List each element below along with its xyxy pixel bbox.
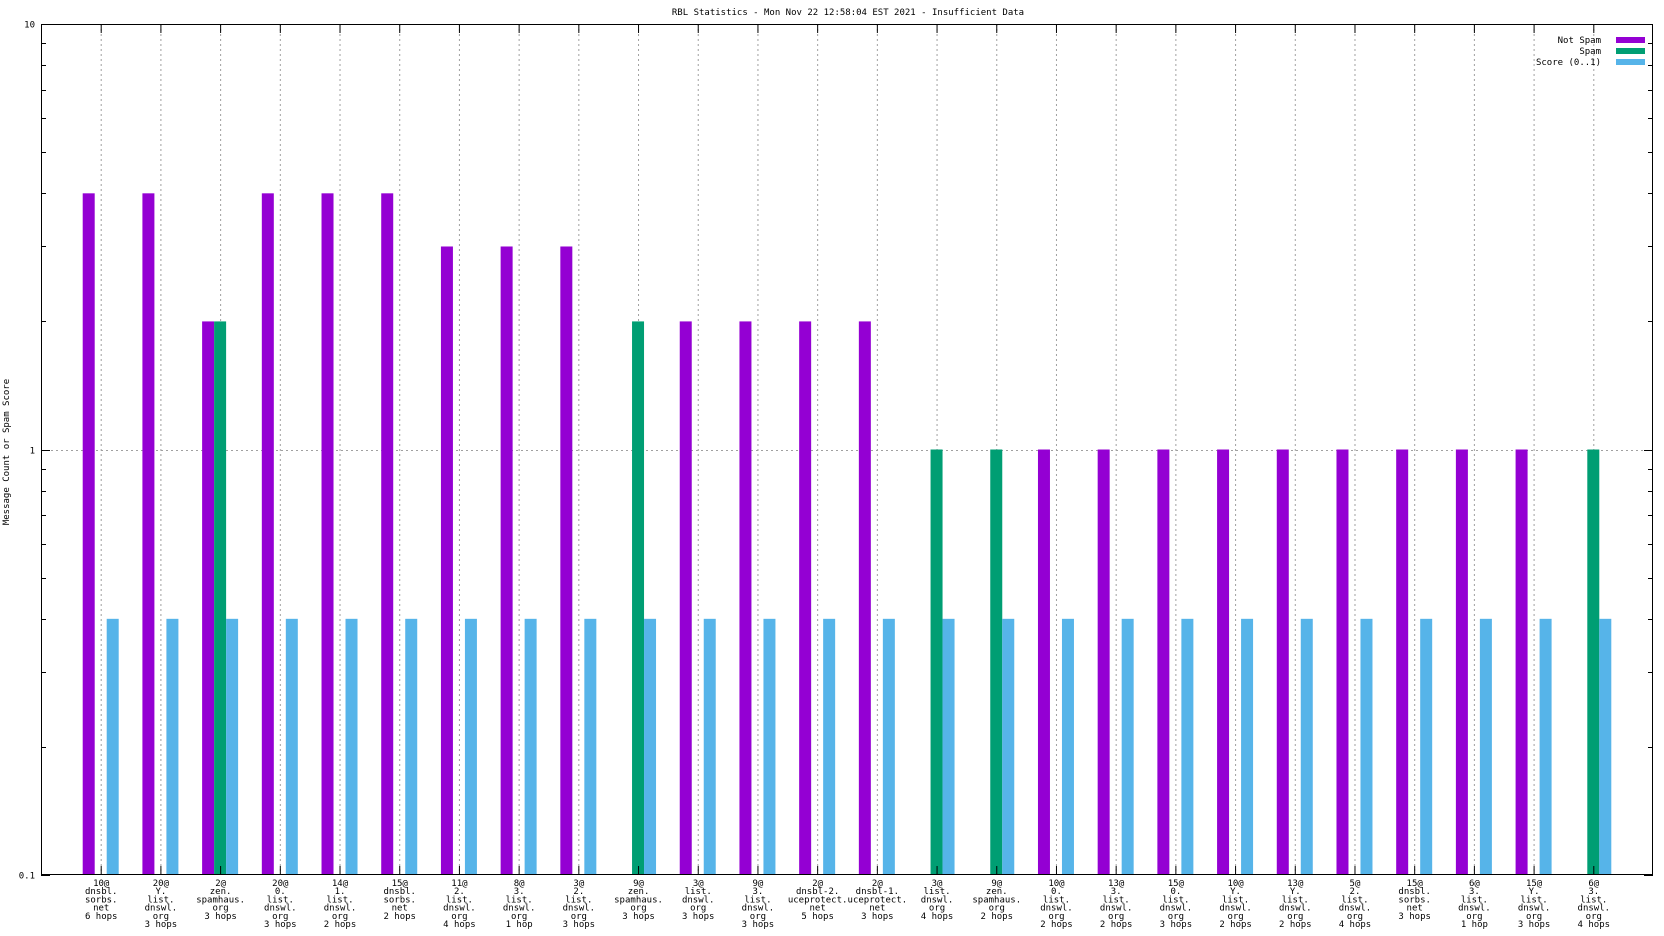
x-tick-label: 2@ dnsbl-1. uceprotect. net 3 hops <box>848 879 908 922</box>
bar-score-0-1 <box>584 618 597 875</box>
plot-frame <box>41 24 1653 875</box>
bar-not-spam <box>82 193 95 875</box>
bar-not-spam <box>560 246 573 875</box>
bar-spam <box>930 449 943 875</box>
x-tick-label: 2@ dnsbl-2. uceprotect. net 5 hops <box>788 879 848 922</box>
x-tick-label: 9@ 3. list. dnswl. org 3 hops <box>742 879 775 930</box>
x-tick-label: 10@ 0. list. dnswl. org 2 hops <box>1040 879 1073 930</box>
bar-score-0-1 <box>1479 618 1492 875</box>
bar-score-0-1 <box>882 618 895 875</box>
bar-score-0-1 <box>285 618 298 875</box>
bar-score-0-1 <box>1539 618 1552 875</box>
axes: 0.1 1 10 <box>19 21 1653 882</box>
bar-score-0-1 <box>1121 618 1134 875</box>
bar-not-spam <box>858 321 871 875</box>
bar-score-0-1 <box>823 618 836 875</box>
legend-label: Not Spam <box>1558 36 1601 46</box>
bar-score-0-1 <box>106 618 119 875</box>
y-tick-label: 1 <box>30 447 35 457</box>
x-tick-label: 10@ dnsbl. sorbs. net 6 hops <box>85 879 118 922</box>
bar-score-0-1 <box>524 618 537 875</box>
bar-score-0-1 <box>644 618 657 875</box>
x-tick-label: 3@ list. dnswl. org 3 hops <box>682 879 715 922</box>
x-tick-label: 15@ dnsbl. sorbs. net 2 hops <box>383 879 416 922</box>
bar-score-0-1 <box>345 618 358 875</box>
legend-swatch <box>1616 48 1645 54</box>
bar-score-0-1 <box>226 618 239 875</box>
x-tick-label: 9@ zen. spamhaus. org 3 hops <box>614 879 663 922</box>
y-tick-label: 10 <box>24 21 35 31</box>
bar-not-spam <box>1336 449 1349 875</box>
bar-score-0-1 <box>942 618 955 875</box>
bar-spam <box>990 449 1003 875</box>
bar-score-0-1 <box>1241 618 1254 875</box>
bar-not-spam <box>321 193 334 875</box>
x-tick-label: 9@ zen. spamhaus. org 2 hops <box>972 879 1021 922</box>
bar-not-spam <box>1037 449 1050 875</box>
y-axis-label: Message Count or Spam Score <box>2 379 12 525</box>
bar-score-0-1 <box>1360 618 1373 875</box>
bar-spam <box>1587 449 1600 875</box>
bar-spam <box>632 321 645 875</box>
grid <box>41 24 1653 875</box>
bars <box>82 193 1612 875</box>
x-tick-label: 6@ 3. list. dnswl. org 4 hops <box>1578 879 1611 930</box>
bar-not-spam <box>1157 449 1170 875</box>
bar-score-0-1 <box>1002 618 1015 875</box>
bar-not-spam <box>381 193 394 875</box>
bar-score-0-1 <box>166 618 179 875</box>
bar-not-spam <box>1097 449 1110 875</box>
bar-score-0-1 <box>1181 618 1194 875</box>
bar-not-spam <box>1276 449 1289 875</box>
y-tick-label: 0.1 <box>19 872 35 882</box>
x-tick-label: 15@ 0. list. dnswl. org 3 hops <box>1160 879 1193 930</box>
bar-not-spam <box>1396 449 1409 875</box>
bar-not-spam <box>1217 449 1230 875</box>
bar-not-spam <box>440 246 453 875</box>
bar-score-0-1 <box>1420 618 1433 875</box>
x-tick-label: 15@ dnsbl. sorbs. net 3 hops <box>1398 879 1431 922</box>
x-tick-label: 14@ 1. list. dnswl. org 2 hops <box>324 879 357 930</box>
x-tick-labels: 10@ dnsbl. sorbs. net 6 hops 20@ Y. list. dnswl.… <box>85 879 1610 930</box>
bar-not-spam <box>1515 449 1528 875</box>
legend-swatch <box>1616 59 1645 65</box>
x-tick-label: 10@ Y. list. dnswl. org 2 hops <box>1219 879 1252 930</box>
x-tick-label: 8@ 3. list. dnswl. org 1 hop <box>503 879 536 930</box>
x-tick-label: 13@ Y. list. dnswl. org 2 hops <box>1279 879 1312 930</box>
bar-score-0-1 <box>405 618 418 875</box>
bar-not-spam <box>500 246 513 875</box>
legend-swatch <box>1616 37 1645 43</box>
legend-label: Spam <box>1579 47 1601 57</box>
x-tick-label: 20@ 0. list. dnswl. org 3 hops <box>264 879 297 930</box>
x-tick-label: 15@ Y. list. dnswl. org 3 hops <box>1518 879 1551 930</box>
bar-score-0-1 <box>1300 618 1313 875</box>
bar-score-0-1 <box>1599 618 1612 875</box>
bar-score-0-1 <box>1061 618 1074 875</box>
bar-not-spam <box>202 321 215 875</box>
bar-score-0-1 <box>763 618 776 875</box>
x-tick-label: 13@ 3. list. dnswl. org 2 hops <box>1100 879 1133 930</box>
bar-not-spam <box>679 321 692 875</box>
x-tick-label: 5@ 2. list. dnswl. org 4 hops <box>1339 879 1372 930</box>
bar-spam <box>214 321 227 875</box>
bar-not-spam <box>739 321 752 875</box>
x-tick-label: 3@ list. dnswl. org 4 hops <box>921 879 954 922</box>
bar-score-0-1 <box>464 618 477 875</box>
x-tick-label: 6@ 3. list. dnswl. org 1 hop <box>1458 879 1491 930</box>
bar-score-0-1 <box>703 618 716 875</box>
bar-not-spam <box>142 193 155 875</box>
x-tick-label: 3@ 2. list. dnswl. org 3 hops <box>563 879 596 930</box>
legend-label: Score (0..1) <box>1536 58 1601 68</box>
x-tick-label: 20@ Y. list. dnswl. org 3 hops <box>145 879 178 930</box>
bar-not-spam <box>1455 449 1468 875</box>
bar-not-spam <box>261 193 274 875</box>
x-tick-label: 11@ 2. list. dnswl. org 4 hops <box>443 879 476 930</box>
x-tick-label: 2@ zen. spamhaus. org 3 hops <box>196 879 245 922</box>
bar-not-spam <box>799 321 812 875</box>
chart-title: RBL Statistics - Mon Nov 22 12:58:04 EST… <box>672 8 1024 18</box>
